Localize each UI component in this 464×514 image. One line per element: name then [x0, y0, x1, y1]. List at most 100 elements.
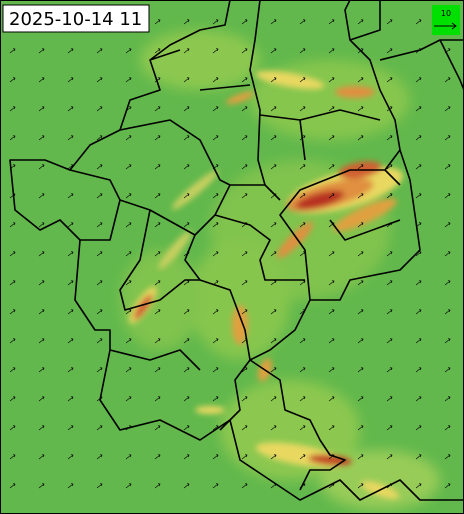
- wind-arrow: [67, 454, 74, 460]
- wind-arrow: [270, 135, 277, 141]
- wind-arrow: [154, 338, 161, 344]
- wind-arrow: [270, 77, 277, 83]
- wind-arrow: [270, 309, 277, 315]
- wind-arrow: [125, 338, 132, 344]
- wind-arrow: [241, 396, 248, 402]
- wind-arrow: [415, 367, 422, 373]
- wind-arrow: [9, 367, 16, 373]
- wind-arrow: [357, 193, 364, 199]
- wind-arrow: [357, 19, 364, 25]
- wind-arrow: [9, 309, 16, 315]
- wind-arrow: [96, 251, 103, 257]
- wind-arrow: [183, 222, 190, 228]
- wind-arrow: [154, 222, 161, 228]
- wind-arrow: [38, 483, 45, 489]
- wind-arrow: [386, 280, 393, 286]
- wind-arrow: [183, 106, 190, 112]
- wind-arrow: [386, 367, 393, 373]
- wind-arrow: [67, 48, 74, 54]
- wind-arrow: [444, 280, 451, 286]
- wind-arrow: [270, 338, 277, 344]
- wind-arrow: [386, 48, 393, 54]
- wind-arrow: [357, 309, 364, 315]
- wind-arrow: [241, 77, 248, 83]
- wind-arrow: [328, 338, 335, 344]
- wind-arrow: [328, 77, 335, 83]
- wind-arrow: [9, 222, 16, 228]
- wind-arrow: [9, 396, 16, 402]
- wind-arrow: [270, 367, 277, 373]
- wind-arrow: [241, 280, 248, 286]
- wind-arrow: [415, 135, 422, 141]
- wind-arrow: [212, 367, 219, 373]
- wind-arrow: [415, 77, 422, 83]
- wind-arrow: [96, 309, 103, 315]
- wind-arrow: [299, 19, 306, 25]
- wind-arrow: [183, 425, 190, 431]
- wind-arrow: [328, 164, 335, 170]
- wind-arrow: [38, 222, 45, 228]
- wind-arrow: [96, 280, 103, 286]
- wind-arrow: [212, 77, 219, 83]
- wind-arrow: [270, 425, 277, 431]
- wind-arrow: [96, 193, 103, 199]
- wind-arrow: [154, 106, 161, 112]
- wind-arrow: [154, 280, 161, 286]
- legend-box: [432, 5, 460, 35]
- title-box: [2, 4, 150, 33]
- wind-arrow: [38, 309, 45, 315]
- wind-arrow: [154, 164, 161, 170]
- wind-arrow: [328, 425, 335, 431]
- wind-arrow: [96, 106, 103, 112]
- wind-arrow: [125, 454, 132, 460]
- wind-arrow: [386, 309, 393, 315]
- title: 2025-10-14 11: [9, 9, 142, 30]
- wind-arrow: [67, 222, 74, 228]
- wind-arrow: [125, 309, 132, 315]
- wind-arrow: [96, 164, 103, 170]
- wind-arrow: [357, 106, 364, 112]
- wind-arrow: [9, 48, 16, 54]
- wind-arrow: [444, 135, 451, 141]
- wind-arrow: [125, 251, 132, 257]
- wind-arrow: [328, 309, 335, 315]
- wind-arrow: [96, 77, 103, 83]
- wind-arrow: [415, 309, 422, 315]
- wind-arrow: [444, 106, 451, 112]
- wind-arrow: [357, 164, 364, 170]
- wind-arrow: [444, 309, 451, 315]
- wind-arrow: [386, 164, 393, 170]
- wind-arrow: [415, 396, 422, 402]
- wind-arrow: [270, 19, 277, 25]
- wind-arrow: [183, 396, 190, 402]
- wind-arrow: [386, 19, 393, 25]
- wind-arrow: [270, 222, 277, 228]
- wind-arrow: [444, 193, 451, 199]
- wind-arrow: [241, 483, 248, 489]
- wind-arrow: [415, 483, 422, 489]
- wind-arrow: [38, 280, 45, 286]
- wind-arrow: [154, 251, 161, 257]
- wind-arrow: [270, 454, 277, 460]
- wind-arrow: [9, 106, 16, 112]
- wind-arrow: [67, 77, 74, 83]
- wind-arrow: [212, 48, 219, 54]
- wind-arrow: [328, 367, 335, 373]
- wind-arrow: [96, 338, 103, 344]
- wind-arrow: [154, 193, 161, 199]
- wind-arrow: [9, 77, 16, 83]
- wind-arrow: [67, 425, 74, 431]
- wind-arrow: [444, 367, 451, 373]
- wind-arrow: [96, 367, 103, 373]
- wind-arrow: [125, 280, 132, 286]
- wind-arrow: [270, 251, 277, 257]
- wind-arrow: [38, 396, 45, 402]
- wind-arrow: [38, 106, 45, 112]
- wind-arrow: [270, 164, 277, 170]
- wind-arrow: [67, 193, 74, 199]
- wind-arrow: [154, 425, 161, 431]
- wind-arrow: [212, 454, 219, 460]
- wind-arrow: [357, 483, 364, 489]
- wind-arrow: [328, 396, 335, 402]
